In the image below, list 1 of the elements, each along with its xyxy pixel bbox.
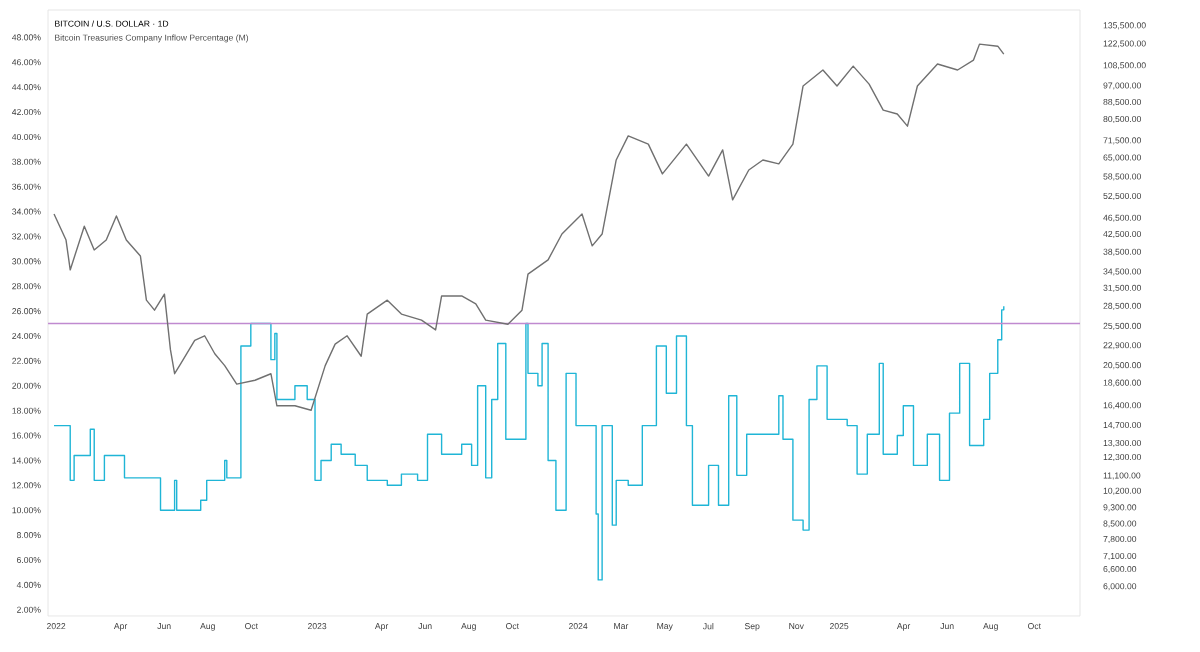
line-series: [53, 43, 1005, 411]
